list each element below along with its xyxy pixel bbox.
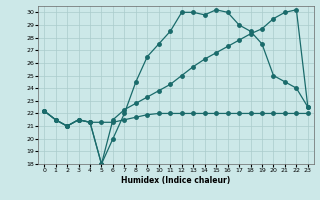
X-axis label: Humidex (Indice chaleur): Humidex (Indice chaleur) [121,176,231,185]
